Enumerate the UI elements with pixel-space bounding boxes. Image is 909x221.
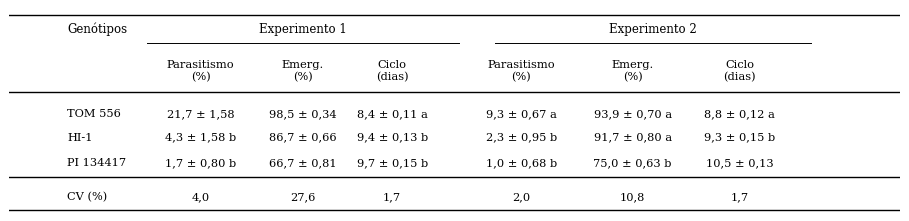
Text: 9,3 ± 0,67 a: 9,3 ± 0,67 a — [486, 109, 556, 119]
Text: 27,6: 27,6 — [290, 192, 315, 202]
Text: 75,0 ± 0,63 b: 75,0 ± 0,63 b — [594, 158, 672, 168]
Text: Ciclo
(dias): Ciclo (dias) — [375, 60, 408, 82]
Text: Parasitismo
(%): Parasitismo (%) — [167, 60, 235, 82]
Text: 9,4 ± 0,13 b: 9,4 ± 0,13 b — [356, 133, 428, 143]
Text: TOM 556: TOM 556 — [67, 109, 121, 119]
Text: 98,5 ± 0,34: 98,5 ± 0,34 — [269, 109, 337, 119]
Text: Genótipos: Genótipos — [67, 23, 127, 36]
Text: CV (%): CV (%) — [67, 192, 107, 202]
Text: 8,8 ± 0,12 a: 8,8 ± 0,12 a — [704, 109, 775, 119]
Text: 9,3 ± 0,15 b: 9,3 ± 0,15 b — [704, 133, 775, 143]
Text: 4,0: 4,0 — [192, 192, 210, 202]
Text: Parasitismo
(%): Parasitismo (%) — [487, 60, 555, 82]
Text: 10,5 ± 0,13: 10,5 ± 0,13 — [705, 158, 774, 168]
Text: 93,9 ± 0,70 a: 93,9 ± 0,70 a — [594, 109, 672, 119]
Text: 2,0: 2,0 — [513, 192, 530, 202]
Text: 66,7 ± 0,81: 66,7 ± 0,81 — [269, 158, 337, 168]
Text: PI 134417: PI 134417 — [67, 158, 126, 168]
Text: 9,7 ± 0,15 b: 9,7 ± 0,15 b — [356, 158, 428, 168]
Text: 8,4 ± 0,11 a: 8,4 ± 0,11 a — [356, 109, 427, 119]
Text: Ciclo
(dias): Ciclo (dias) — [724, 60, 756, 82]
Text: 10,8: 10,8 — [620, 192, 645, 202]
Text: 1,7: 1,7 — [731, 192, 749, 202]
Text: Emerg.
(%): Emerg. (%) — [282, 60, 325, 82]
Text: 1,7: 1,7 — [383, 192, 401, 202]
Text: Emerg.
(%): Emerg. (%) — [612, 60, 654, 82]
Text: Experimento 1: Experimento 1 — [259, 23, 347, 36]
Text: 2,3 ± 0,95 b: 2,3 ± 0,95 b — [485, 133, 557, 143]
Text: 86,7 ± 0,66: 86,7 ± 0,66 — [269, 133, 337, 143]
Text: Experimento 2: Experimento 2 — [609, 23, 696, 36]
Text: 1,0 ± 0,68 b: 1,0 ± 0,68 b — [485, 158, 557, 168]
Text: 1,7 ± 0,80 b: 1,7 ± 0,80 b — [165, 158, 236, 168]
Text: 91,7 ± 0,80 a: 91,7 ± 0,80 a — [594, 133, 672, 143]
Text: HI-1: HI-1 — [67, 133, 93, 143]
Text: 4,3 ± 1,58 b: 4,3 ± 1,58 b — [165, 133, 236, 143]
Text: 21,7 ± 1,58: 21,7 ± 1,58 — [167, 109, 235, 119]
